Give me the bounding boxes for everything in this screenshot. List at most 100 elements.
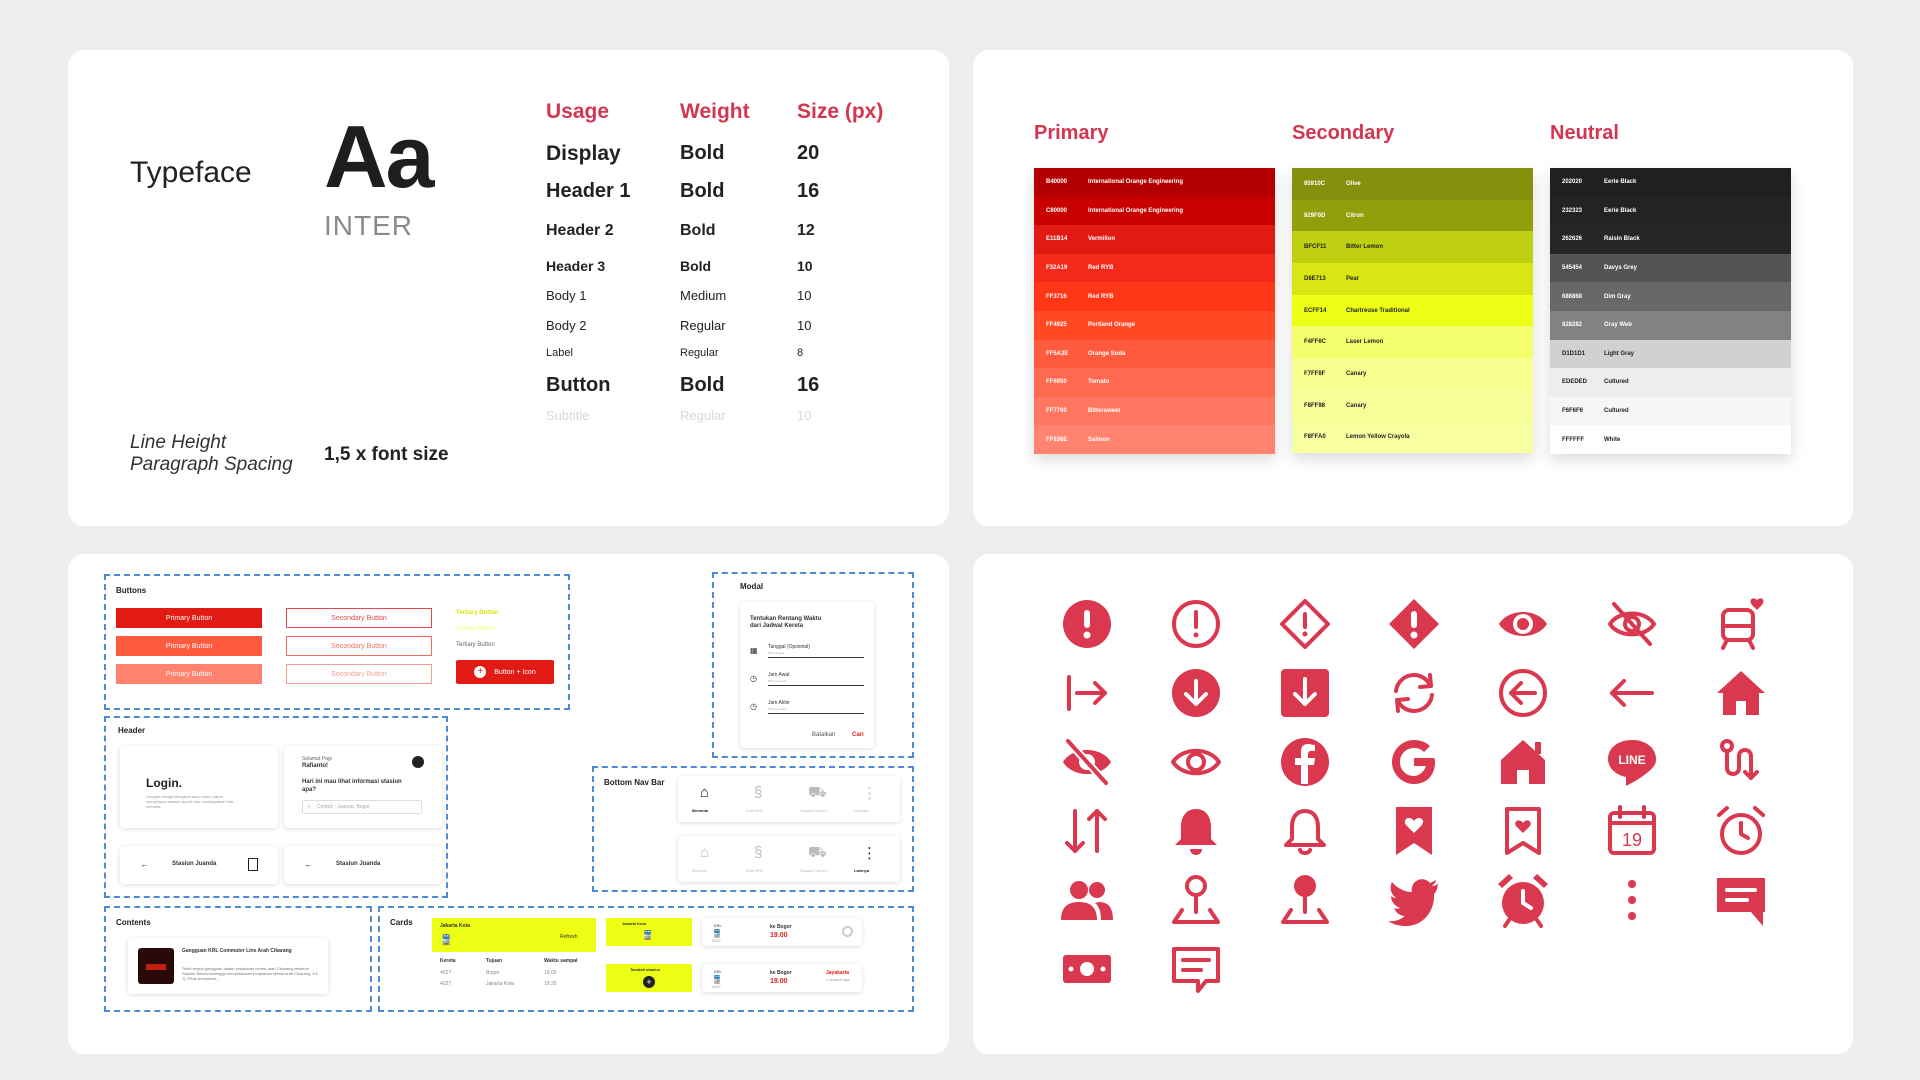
- more-icon[interactable]: ⋮: [862, 845, 877, 862]
- nav-item-label[interactable]: Stasiun Favorit: [800, 808, 827, 813]
- icon-button[interactable]: + Button + Icon: [456, 660, 554, 684]
- field-hint: Pilih jam awal: [768, 679, 787, 683]
- secondary-title: Secondary: [1292, 122, 1395, 144]
- clock-icon: ◷: [750, 674, 757, 683]
- nav-item-label[interactable]: Rute KRL: [746, 808, 764, 813]
- bookmark-heart-filled-icon: [1386, 803, 1442, 859]
- nav-item-label[interactable]: Beranda: [692, 808, 709, 813]
- color-swatch[interactable]: ECFF14 Chartreuse Traditional: [1292, 294, 1533, 327]
- color-swatch[interactable]: 85910C Olive: [1292, 168, 1533, 200]
- arrival-card[interactable]: KRL 🚆 4027 ke Bogor 19.00: [702, 918, 862, 946]
- route-icon[interactable]: §: [754, 784, 763, 801]
- color-swatch[interactable]: 545454 Davys Grey: [1550, 253, 1791, 283]
- bottom-nav-bar: ⌂ Beranda § Rute KRL ⛟ Stasiun Favorit ⋮ Lainny…: [678, 836, 900, 882]
- nav-item-label[interactable]: Stasiun Favorit: [800, 868, 827, 873]
- content-card[interactable]: Gangguan KRL Commuter Line Arah Cikarang…: [128, 938, 328, 994]
- nav-item-label[interactable]: Lainnya: [854, 808, 869, 813]
- color-swatch[interactable]: F7FF8F Canary: [1292, 358, 1533, 390]
- type-row: Body 1 Medium 10: [546, 288, 926, 318]
- swatch-hex: 828282: [1562, 322, 1583, 329]
- field-underline[interactable]: [768, 713, 864, 714]
- field-hint: Pilih jam akhir: [768, 707, 787, 711]
- small-station-card[interactable]: Jakarta Kota 🚆: [606, 918, 692, 946]
- swatch-name: Bitter Lemon: [1346, 244, 1384, 251]
- search-button[interactable]: Cari: [852, 732, 864, 738]
- color-swatch[interactable]: FF7760 Bittersweet: [1034, 396, 1275, 426]
- header-section: Header Login. Dengan menghubungkan akun …: [104, 716, 448, 898]
- color-swatch[interactable]: F32A19 Red RYB: [1034, 253, 1275, 283]
- swatch-hex: F8FF98: [1304, 402, 1326, 409]
- color-swatch[interactable]: F8FFA0 Lemon Yellow Crayola: [1292, 421, 1533, 454]
- login-title[interactable]: Login.: [146, 776, 182, 790]
- type-weight: Regular: [680, 318, 726, 333]
- greeting-header: Selamat Pagi Rafianto! Hari ini mau liha…: [284, 746, 442, 828]
- bookmark-icon[interactable]: [248, 858, 258, 871]
- secondary-button[interactable]: Secondary Button: [286, 664, 432, 684]
- color-swatch[interactable]: FF836E Salmon: [1034, 425, 1275, 454]
- swatch-hex: F7FF8F: [1304, 370, 1326, 377]
- color-swatch[interactable]: 232323 Eerie Black: [1550, 196, 1791, 226]
- secondary-button[interactable]: Secondary Button: [286, 636, 432, 656]
- google-icon: [1386, 734, 1442, 790]
- color-swatch[interactable]: FF5A3E Orange Soda: [1034, 339, 1275, 369]
- tertiary-button[interactable]: Tertiary Button: [456, 642, 495, 648]
- color-swatch[interactable]: FF6950 Tomato: [1034, 368, 1275, 397]
- color-swatch[interactable]: E11B14 Vermilion: [1034, 225, 1275, 254]
- field-underline[interactable]: [768, 657, 864, 658]
- route-icon[interactable]: §: [754, 844, 763, 861]
- color-swatch[interactable]: FF4925 Portland Orange: [1034, 310, 1275, 340]
- field-underline[interactable]: [768, 685, 864, 686]
- color-swatch[interactable]: D1D1D1 Light Gray: [1550, 339, 1791, 369]
- color-swatch[interactable]: F8FF98 Canary: [1292, 389, 1533, 422]
- header-question: Hari ini mau lihat informasi stasiun apa…: [302, 779, 402, 793]
- color-swatch[interactable]: EDEDED Cultured: [1550, 368, 1791, 397]
- arrival-time: 19.00: [770, 932, 788, 939]
- size-header: Size (px): [797, 100, 884, 123]
- train-icon[interactable]: ⛟: [808, 784, 827, 801]
- nav-item-label[interactable]: Rute KRL: [746, 868, 764, 873]
- secondary-button[interactable]: Secondary Button: [286, 608, 432, 628]
- tertiary-button[interactable]: Tertiary Button: [456, 610, 499, 616]
- nav-item-label[interactable]: Beranda: [692, 868, 708, 873]
- icon-button-label: Button + Icon: [494, 668, 536, 676]
- swatch-name: Gray Web: [1604, 322, 1632, 329]
- color-swatch[interactable]: D8E713 Pear: [1292, 263, 1533, 295]
- color-swatch[interactable]: F4FF6C Laser Lemon: [1292, 326, 1533, 359]
- color-swatch[interactable]: 686868 Dim Gray: [1550, 282, 1791, 311]
- color-swatch[interactable]: 828282 Gray Web: [1550, 310, 1791, 340]
- buttons-title: Buttons: [116, 586, 147, 595]
- arrival-card[interactable]: KRL 🚆 4027 ke Bogor 19.00 Jayakarta 1 st…: [702, 964, 862, 992]
- search-input[interactable]: ○ Contoh : Juanda, Bogor: [302, 800, 422, 814]
- field-hint: Pilih tanggal: [768, 651, 785, 655]
- primary-button[interactable]: Primary Button: [116, 608, 262, 628]
- color-swatch[interactable]: 929F0D Citron: [1292, 199, 1533, 232]
- back-arrow-icon[interactable]: ←: [140, 859, 149, 869]
- swatch-hex: FFFFFF: [1562, 436, 1584, 443]
- modal-section: Modal Tentukan Rentang Waktu dari Jadwal…: [712, 572, 914, 758]
- back-arrow-icon[interactable]: ←: [304, 859, 313, 869]
- nav-item-label[interactable]: Lainnya: [854, 868, 870, 873]
- cancel-button[interactable]: Batalkan: [812, 732, 836, 738]
- color-swatch[interactable]: B40000 International Orange Engineering: [1034, 168, 1275, 197]
- add-station-card[interactable]: Tambah stasiun +: [606, 964, 692, 992]
- home-icon[interactable]: ⌂: [700, 844, 710, 861]
- color-swatch[interactable]: C80000 International Orange Engineering: [1034, 196, 1275, 226]
- avatar[interactable]: [412, 756, 424, 768]
- swatch-hex: C80000: [1046, 207, 1068, 214]
- refresh-button[interactable]: Refresh: [560, 934, 578, 940]
- color-swatch[interactable]: FFFFFF White: [1550, 425, 1791, 454]
- pin-outline-icon: [1168, 872, 1224, 928]
- color-swatch[interactable]: BFCF11 Bitter Lemon: [1292, 231, 1533, 264]
- tertiary-button[interactable]: Tertiary Button: [456, 626, 495, 632]
- color-swatch[interactable]: F6F6F6 Cultured: [1550, 396, 1791, 426]
- primary-button[interactable]: Primary Button: [116, 664, 262, 684]
- swatch-name: Olive: [1346, 180, 1361, 187]
- train-icon[interactable]: ⛟: [808, 844, 827, 861]
- home-icon[interactable]: ⌂: [700, 784, 710, 801]
- color-swatch[interactable]: FF3716 Red RYB: [1034, 282, 1275, 311]
- color-swatch[interactable]: 262626 Raisin Black: [1550, 225, 1791, 254]
- color-swatch[interactable]: 202020 Eerie Black: [1550, 168, 1791, 197]
- swatch-name: Red RYB: [1088, 293, 1114, 300]
- more-icon[interactable]: ⋮: [862, 785, 877, 802]
- primary-button[interactable]: Primary Button: [116, 636, 262, 656]
